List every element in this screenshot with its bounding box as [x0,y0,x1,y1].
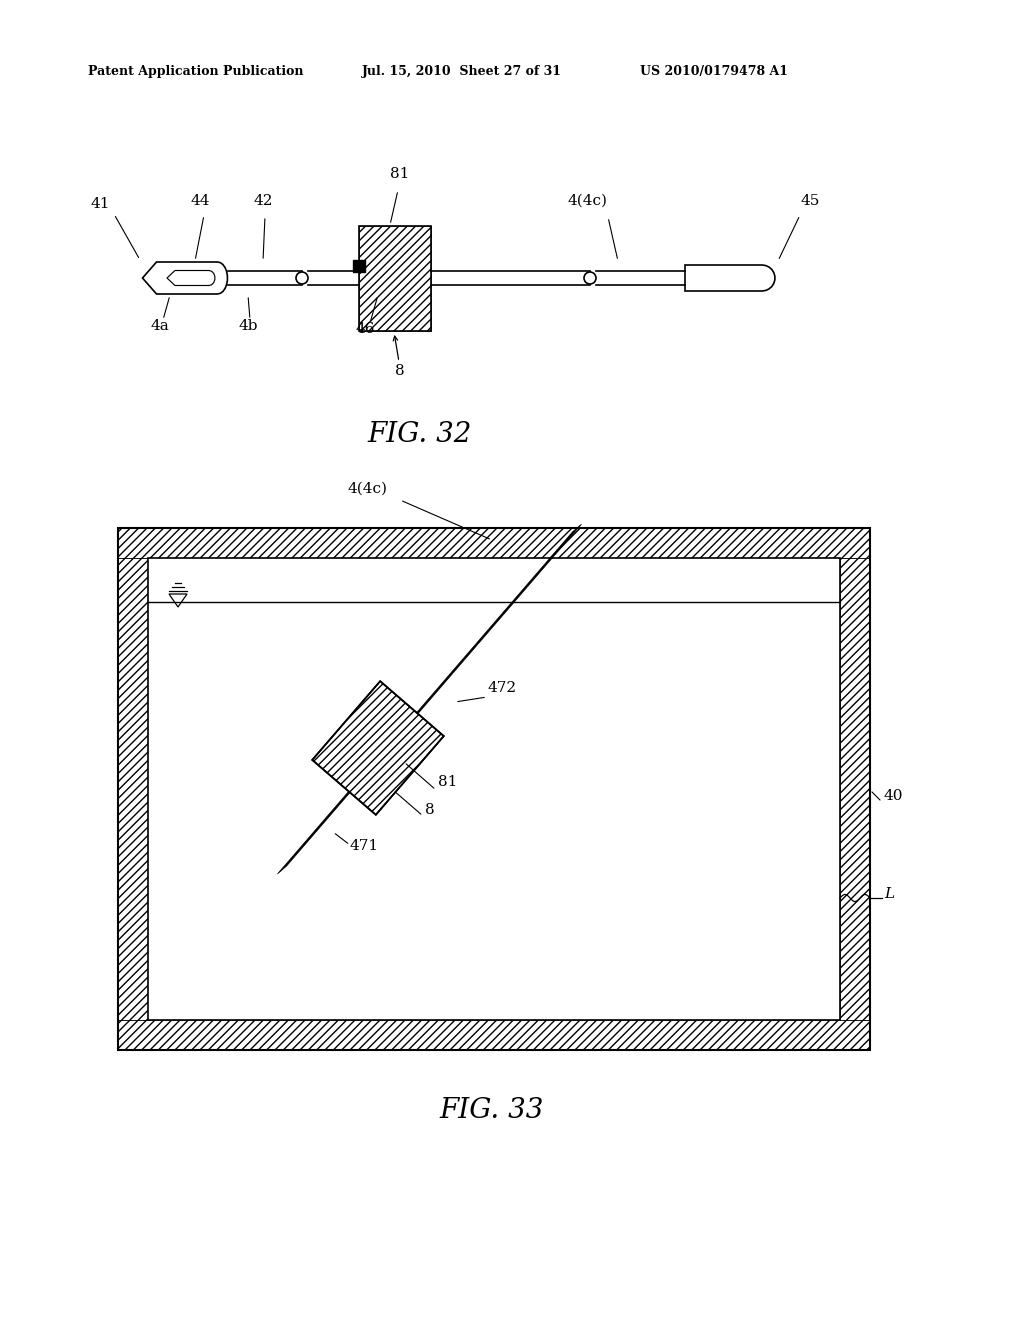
Circle shape [296,272,308,284]
Text: 471: 471 [350,840,379,853]
Bar [148,558,840,1020]
Text: 42: 42 [253,194,272,209]
Bar [118,528,870,558]
Bar [118,528,870,1049]
Text: 81: 81 [390,168,410,181]
Text: FIG. 33: FIG. 33 [440,1097,544,1123]
Text: 46: 46 [355,322,375,337]
Text: 4(4c): 4(4c) [347,482,387,496]
Bar [118,1020,870,1049]
Text: FIG. 32: FIG. 32 [368,421,472,449]
Text: 44: 44 [190,194,210,209]
Text: 472: 472 [488,681,517,696]
Text: Jul. 15, 2010  Sheet 27 of 31: Jul. 15, 2010 Sheet 27 of 31 [362,65,562,78]
Text: 4b: 4b [239,319,258,333]
Polygon shape [278,524,582,874]
Polygon shape [167,271,215,285]
Bar [118,558,148,1020]
Text: L: L [884,887,894,902]
Text: 8: 8 [425,803,434,817]
Circle shape [584,272,596,284]
Bar [118,528,870,1049]
Bar [353,260,365,272]
Text: Patent Application Publication: Patent Application Publication [88,65,303,78]
Polygon shape [142,261,227,294]
Text: 4(4c): 4(4c) [568,194,608,209]
Bar [359,226,431,330]
Text: 45: 45 [801,194,819,209]
Bar [840,558,870,1020]
Polygon shape [685,265,775,290]
Text: 8: 8 [395,364,404,378]
Text: 40: 40 [884,789,903,803]
Text: US 2010/0179478 A1: US 2010/0179478 A1 [640,65,788,78]
Text: 41: 41 [90,197,110,211]
Text: 81: 81 [438,775,458,789]
Polygon shape [312,681,443,814]
Text: 4a: 4a [151,319,169,333]
Bar [359,226,431,330]
